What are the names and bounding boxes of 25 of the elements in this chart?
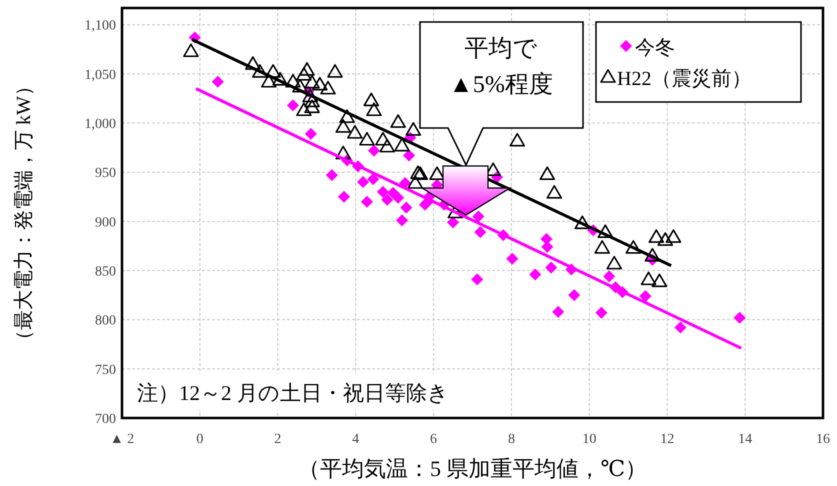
x-axis-title: （平均気温：5 県加重平均値，℃） bbox=[298, 456, 648, 481]
x-tick-label: 14 bbox=[738, 432, 752, 447]
y-tick-label: 1,100 bbox=[84, 18, 116, 34]
legend-label: H22（震災前） bbox=[617, 68, 752, 90]
y-tick-label: 1,000 bbox=[84, 117, 116, 132]
y-tick-label: 900 bbox=[95, 215, 116, 230]
annotation: 注）12～2 月の土日・祝日等除き bbox=[137, 381, 449, 405]
x-tick-label: 4 bbox=[352, 432, 360, 447]
x-tick-label: 0 bbox=[196, 432, 204, 447]
x-tick-label: 12 bbox=[660, 432, 674, 447]
y-tick-label: 850 bbox=[95, 264, 116, 280]
x-tick-label: ▲ 2 bbox=[110, 432, 134, 447]
x-tick-label: 8 bbox=[508, 432, 515, 447]
y-tick-label: 1,050 bbox=[84, 68, 116, 83]
y-tick-label: 950 bbox=[95, 166, 116, 182]
y-tick-label: 750 bbox=[95, 362, 116, 378]
y-axis-title: （最大電力：発電端，万 kW） bbox=[13, 76, 35, 350]
legend-label: 今冬 bbox=[635, 37, 675, 59]
x-tick-label: 16 bbox=[816, 432, 830, 447]
x-tick-label: 6 bbox=[430, 432, 438, 447]
y-tick-label: 700 bbox=[95, 412, 116, 427]
x-tick-label: 2 bbox=[274, 432, 282, 447]
x-tick-label: 10 bbox=[582, 432, 596, 447]
y-tick-label: 800 bbox=[95, 314, 116, 329]
annotation: 平均で ▲5%程度 bbox=[449, 36, 553, 98]
